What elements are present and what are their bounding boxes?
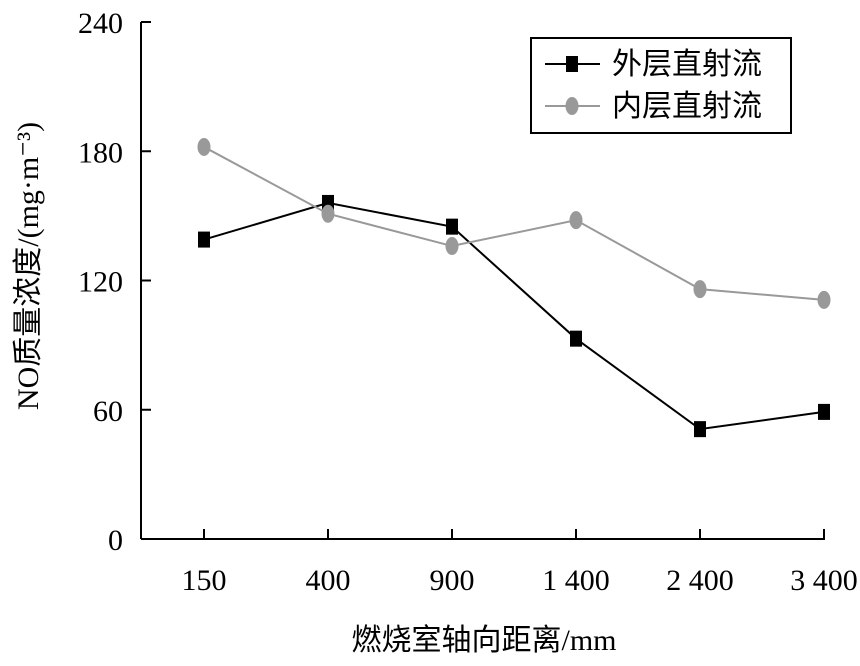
- series-layer: [197, 137, 831, 438]
- x-tick-label: 150: [182, 564, 227, 597]
- data-point: [818, 403, 830, 420]
- data-point: [197, 137, 211, 156]
- data-point: [693, 280, 707, 299]
- x-tick-label: 400: [306, 564, 351, 597]
- y-tick-label: 180: [78, 136, 123, 169]
- series-line: [203, 201, 825, 431]
- data-point: [694, 421, 706, 438]
- legend-label: 内层直射流: [612, 90, 762, 123]
- y-ticks: 0 60 120 180 240: [78, 7, 151, 557]
- x-tick-label: 2 400: [666, 564, 734, 597]
- data-point: [198, 231, 210, 248]
- y-tick-label: 0: [108, 524, 123, 557]
- data-point: [446, 218, 458, 235]
- y-tick-label: 60: [93, 395, 123, 428]
- legend-label: 外层直射流: [612, 48, 762, 81]
- series-2: [197, 137, 831, 309]
- data-point: [569, 211, 583, 230]
- legend-item: 内层直射流: [545, 90, 762, 123]
- y-axis-title: NO质量浓度/(mg·m⁻³): [12, 122, 45, 410]
- series-line: [203, 146, 825, 301]
- data-point: [570, 330, 582, 347]
- legend-item: 外层直射流: [545, 48, 762, 81]
- x-axis-title: 燃烧室轴向距离/mm: [351, 624, 616, 657]
- data-point: [445, 237, 459, 256]
- legend-marker: [566, 56, 578, 72]
- y-tick-label: 120: [78, 266, 123, 299]
- x-tick-label: 3 400: [790, 564, 858, 597]
- data-point: [817, 290, 831, 309]
- x-ticks: 150 400 900 1 400 2 400 3 400: [182, 529, 858, 597]
- data-point: [321, 204, 335, 223]
- x-tick-label: 1 400: [542, 564, 610, 597]
- x-tick-label: 900: [430, 564, 475, 597]
- legend-marker: [565, 97, 579, 115]
- series-1: [198, 194, 830, 438]
- y-tick-label: 240: [78, 7, 123, 40]
- legend-box: [530, 37, 792, 134]
